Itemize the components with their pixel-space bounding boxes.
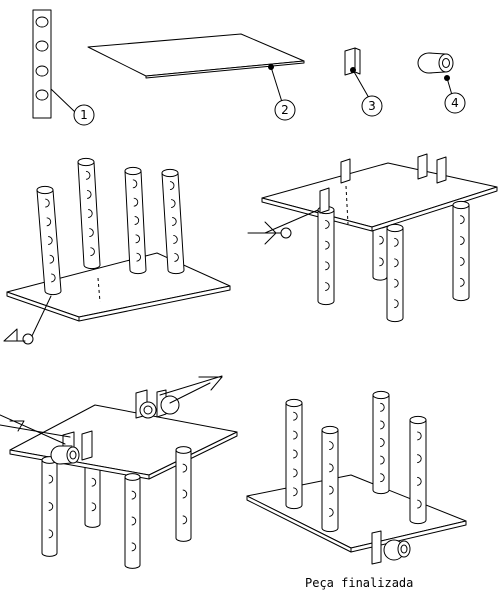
step-2-plate-and-tabs (247, 153, 498, 323)
column-icon (175, 446, 192, 542)
column-icon (84, 461, 101, 528)
column-icon (372, 390, 390, 495)
part-number-label: 1 (80, 108, 88, 122)
step-4-finished-piece (246, 390, 467, 565)
part-number-label: 2 (281, 103, 289, 117)
column-icon (386, 223, 404, 323)
column-icon (372, 221, 388, 281)
column-icon (36, 185, 62, 296)
part-callout-4: 4 (444, 92, 466, 114)
part-number-label: 3 (368, 99, 376, 113)
column-icon (77, 157, 101, 270)
part-callout-3: 3 (361, 95, 383, 117)
column-icon (41, 456, 58, 557)
column-icon (124, 166, 147, 275)
column-icon (124, 473, 141, 569)
part-callout-2: 2 (274, 99, 296, 121)
column-icon (285, 398, 303, 510)
step-3-spacers (0, 375, 238, 569)
finished-piece-caption: Peça finalizada (305, 576, 414, 590)
part-2-plate-icon (87, 33, 305, 79)
column-icon (452, 200, 470, 302)
step-1-columns-on-plate (3, 157, 231, 345)
column-icon (161, 168, 185, 275)
part-callout-1: 1 (73, 104, 95, 126)
part-number-label: 4 (451, 96, 459, 110)
part-4-spacer-icon (417, 52, 454, 74)
column-icon (409, 415, 427, 525)
part-1-column-bar-icon (32, 9, 52, 119)
column-icon (321, 425, 339, 533)
callout-leaders (50, 64, 453, 113)
column-icon (317, 205, 335, 306)
